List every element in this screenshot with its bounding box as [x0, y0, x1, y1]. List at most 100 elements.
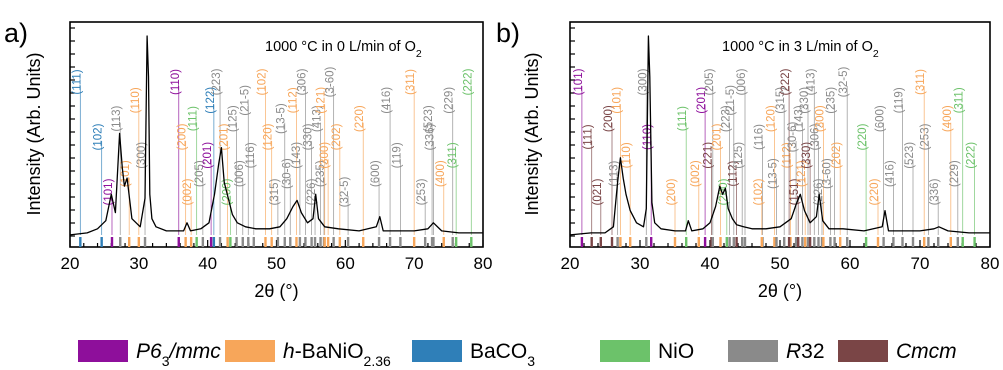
reflection-label: (336)	[929, 178, 941, 205]
x-axis-label: 2θ (°)	[758, 281, 802, 301]
reflection-marker	[822, 237, 825, 247]
reflection-label: (002)	[690, 160, 702, 187]
reflection-label: (235)	[826, 87, 838, 114]
x-tick-label: 60	[336, 254, 355, 273]
reflection-marker	[430, 237, 434, 247]
reflection-label: (200)	[603, 105, 615, 132]
reflection-label: (21-5)	[239, 85, 251, 116]
x-axis-label: 2θ (°)	[254, 281, 298, 301]
reflection-label: (413)	[312, 105, 324, 132]
reflection-label: (112)	[782, 142, 794, 168]
reflection-marker	[833, 237, 836, 247]
reflection-marker	[226, 237, 229, 247]
reflection-label: (201)	[696, 87, 708, 114]
reflection-marker	[209, 237, 213, 247]
reflection-label: (3-60)	[821, 158, 833, 189]
reflection-marker	[218, 237, 222, 247]
reflection-label: (400)	[435, 160, 447, 187]
reflection-marker	[338, 237, 342, 247]
reflection-label: (006)	[234, 160, 246, 187]
reflection-marker	[619, 237, 622, 247]
xrd-pattern-line	[569, 35, 990, 236]
reflection-label: (600)	[875, 105, 887, 132]
condition-annotation: 1000 °C in 3 L/min of O2	[722, 39, 879, 60]
reflection-marker	[820, 237, 824, 247]
reflection-marker	[229, 237, 232, 247]
reflection-label: (306)	[810, 123, 822, 150]
reflection-marker	[264, 237, 267, 247]
reflection-label: (416)	[884, 160, 896, 187]
reflection-label: (413)	[805, 68, 817, 95]
reflection-marker	[673, 237, 677, 247]
reflection-marker	[79, 237, 82, 247]
reflection-marker	[846, 237, 849, 247]
reflection-marker	[864, 237, 868, 247]
reflection-marker	[276, 237, 280, 247]
reflection-marker	[760, 237, 763, 247]
reflection-marker	[295, 237, 298, 247]
reflection-label: (229)	[444, 87, 456, 114]
reflection-marker	[610, 237, 614, 247]
reflection-label: (220)	[857, 123, 869, 150]
reflection-marker	[685, 237, 688, 247]
reflection-label: (121)	[796, 160, 808, 187]
reflection-marker	[710, 237, 713, 247]
reflection-marker	[697, 237, 700, 247]
x-tick-label: 50	[267, 254, 286, 273]
reflection-label: (315)	[775, 87, 787, 114]
reflection-label: (201)	[202, 142, 214, 169]
legend-label-part: /mmc	[167, 340, 221, 363]
reflection-label: (222)	[462, 68, 474, 95]
reflection-label: (201)	[219, 123, 231, 150]
x-tick-label: 70	[405, 254, 424, 273]
reflection-label: (253)	[919, 123, 931, 150]
reflection-marker	[310, 237, 313, 247]
reflection-label: (102)	[753, 178, 765, 205]
reflection-marker	[270, 237, 273, 247]
legend-label-part: 2.36	[364, 353, 391, 369]
reflection-marker	[839, 237, 842, 247]
x-tick-label: 40	[701, 254, 720, 273]
legend-label: NiO	[658, 340, 694, 363]
reflection-label: (229)	[949, 160, 961, 187]
reflection-label: (116)	[245, 142, 257, 168]
reflection-marker	[961, 237, 964, 247]
reflection-marker	[177, 237, 180, 247]
reflection-label: (111)	[71, 69, 83, 94]
panel-b-label: b)	[496, 18, 520, 48]
x-tick-label: 40	[198, 254, 217, 273]
reflection-marker	[801, 237, 804, 247]
legend-label: P63/mmc	[136, 340, 221, 369]
reflection-label: (223)	[211, 68, 223, 95]
reflection-label: (330)	[799, 87, 811, 114]
reflection-label: (202)	[331, 123, 343, 150]
reflection-marker	[741, 237, 744, 247]
reflection-marker	[590, 237, 593, 247]
reflection-label: (125)	[733, 142, 745, 169]
reflection-label: (315)	[269, 178, 281, 205]
reflection-marker	[645, 237, 648, 247]
reflection-label: (222)	[780, 68, 792, 95]
reflection-marker	[806, 237, 810, 247]
legend-label-part: 3	[527, 353, 535, 369]
reflection-label: (32-5)	[838, 66, 850, 97]
reflection-marker	[451, 237, 454, 247]
reflection-marker	[235, 237, 238, 247]
reflection-marker	[711, 237, 714, 247]
legend-label-part: -BaNiO	[295, 340, 364, 363]
reflection-marker	[423, 237, 427, 247]
reflection-label: (112)	[287, 87, 299, 113]
reflection-label: (32-5)	[339, 176, 351, 207]
reflection-marker	[650, 237, 653, 247]
reflection-label: (102)	[256, 68, 268, 95]
legend-label-part: 32	[801, 340, 824, 363]
reflection-marker	[937, 237, 940, 247]
reflection-marker	[241, 237, 244, 247]
reflection-label: (102)	[93, 123, 105, 150]
legend-swatch	[838, 340, 888, 362]
x-tick-label: 50	[771, 254, 790, 273]
reflection-marker	[949, 237, 952, 247]
reflection-marker	[808, 237, 812, 247]
reflection-marker	[911, 237, 915, 247]
reflection-label: (523)	[904, 142, 916, 169]
